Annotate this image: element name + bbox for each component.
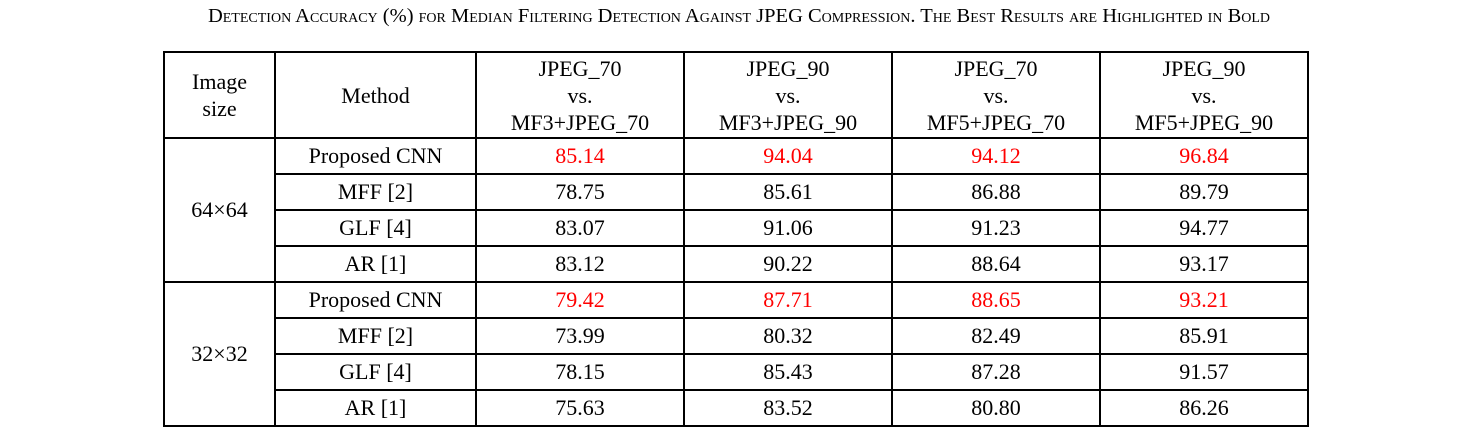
header-col-2: JPEG_90 vs. MF3+JPEG_90 <box>683 51 893 139</box>
method-cell: GLF [4] <box>274 209 477 247</box>
value-cell: 83.12 <box>475 245 685 283</box>
value-cell: 73.99 <box>475 317 685 355</box>
value-cell: 86.88 <box>891 173 1101 211</box>
table-row: MFF [2] 78.75 85.61 86.88 89.79 <box>164 173 1309 211</box>
image-size-cell: 32×32 <box>163 281 276 427</box>
table-row: GLF [4] 78.15 85.43 87.28 91.57 <box>164 353 1309 391</box>
value-cell: 91.06 <box>683 209 893 247</box>
image-size-cell: 64×64 <box>163 137 276 283</box>
value-cell: 82.49 <box>891 317 1101 355</box>
value-cell: 90.22 <box>683 245 893 283</box>
method-cell: MFF [2] <box>274 173 477 211</box>
best-value-cell: 79.42 <box>475 281 685 319</box>
value-cell: 75.63 <box>475 389 685 427</box>
header-row: Image size Method JPEG_70 vs. MF3+JPEG_7… <box>163 51 1309 139</box>
best-value-cell: 96.84 <box>1099 137 1309 175</box>
best-value-cell: 94.12 <box>891 137 1101 175</box>
value-cell: 78.75 <box>475 173 685 211</box>
method-cell: MFF [2] <box>274 317 477 355</box>
table-caption: Detection Accuracy (%) for Median Filter… <box>207 5 1271 27</box>
table-row: 64×64 Proposed CNN 85.14 94.04 94.12 96.… <box>163 137 1309 283</box>
header-image-size: Image size <box>163 51 276 139</box>
table-row: AR [1] 75.63 83.52 80.80 86.26 <box>164 389 1309 427</box>
method-cell: GLF [4] <box>274 353 477 391</box>
header-col-4: JPEG_90 vs. MF5+JPEG_90 <box>1099 51 1309 139</box>
value-cell: 86.26 <box>1099 389 1309 427</box>
value-cell: 83.07 <box>475 209 685 247</box>
value-cell: 78.15 <box>475 353 685 391</box>
best-value-cell: 87.71 <box>683 281 893 319</box>
value-cell: 87.28 <box>891 353 1101 391</box>
best-value-cell: 85.14 <box>475 137 685 175</box>
results-table: Image size Method JPEG_70 vs. MF3+JPEG_7… <box>163 51 1309 427</box>
best-value-cell: 88.65 <box>891 281 1101 319</box>
header-col-1: JPEG_70 vs. MF3+JPEG_70 <box>475 51 685 139</box>
value-cell: 83.52 <box>683 389 893 427</box>
header-col-3: JPEG_70 vs. MF5+JPEG_70 <box>891 51 1101 139</box>
value-cell: 80.80 <box>891 389 1101 427</box>
value-cell: 94.77 <box>1099 209 1309 247</box>
best-value-cell: 93.21 <box>1099 281 1309 319</box>
value-cell: 80.32 <box>683 317 893 355</box>
table-row: 32×32 Proposed CNN 79.42 87.71 88.65 93.… <box>163 281 1309 427</box>
value-cell: 85.91 <box>1099 317 1309 355</box>
table-row: AR [1] 83.12 90.22 88.64 93.17 <box>164 245 1309 283</box>
method-cell: Proposed CNN <box>274 137 477 175</box>
value-cell: 88.64 <box>891 245 1101 283</box>
value-cell: 91.23 <box>891 209 1101 247</box>
method-cell: Proposed CNN <box>274 281 477 319</box>
method-cell: AR [1] <box>274 389 477 427</box>
value-cell: 89.79 <box>1099 173 1309 211</box>
value-cell: 85.61 <box>683 173 893 211</box>
value-cell: 91.57 <box>1099 353 1309 391</box>
table-row: MFF [2] 73.99 80.32 82.49 85.91 <box>164 317 1309 355</box>
best-value-cell: 94.04 <box>683 137 893 175</box>
method-cell: AR [1] <box>274 245 477 283</box>
value-cell: 93.17 <box>1099 245 1309 283</box>
table-row: GLF [4] 83.07 91.06 91.23 94.77 <box>164 209 1309 247</box>
value-cell: 85.43 <box>683 353 893 391</box>
header-method: Method <box>274 51 477 139</box>
